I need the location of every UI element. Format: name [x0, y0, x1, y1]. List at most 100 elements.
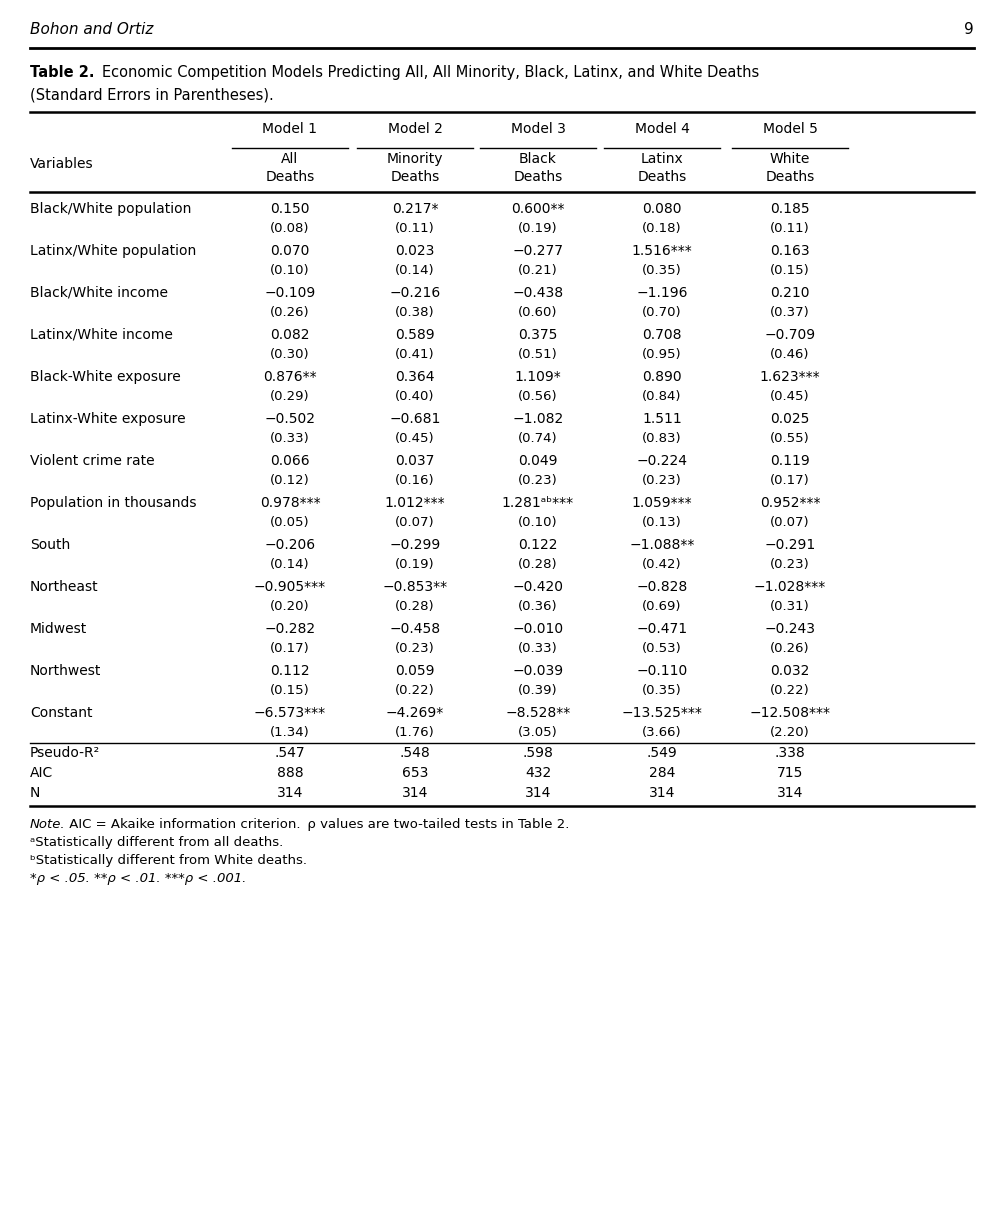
Text: −1.196: −1.196 [636, 286, 687, 300]
Text: N: N [30, 786, 40, 801]
Text: 1.281ᵃᵇ***: 1.281ᵃᵇ*** [502, 496, 574, 509]
Text: −0.216: −0.216 [389, 286, 440, 300]
Text: 0.037: 0.037 [395, 454, 434, 468]
Text: (0.55): (0.55) [769, 432, 809, 445]
Text: Midwest: Midwest [30, 622, 87, 636]
Text: ᵇStatistically different from White deaths.: ᵇStatistically different from White deat… [30, 854, 307, 867]
Text: −0.010: −0.010 [512, 622, 563, 636]
Text: −0.282: −0.282 [264, 622, 315, 636]
Text: (0.69): (0.69) [642, 600, 681, 613]
Text: −0.681: −0.681 [389, 412, 440, 426]
Text: (0.21): (0.21) [518, 264, 558, 277]
Text: (0.13): (0.13) [642, 516, 681, 529]
Text: Black-White exposure: Black-White exposure [30, 370, 181, 385]
Text: (0.38): (0.38) [395, 306, 434, 319]
Text: Model 3: Model 3 [511, 123, 565, 136]
Text: −12.508***: −12.508*** [749, 706, 829, 721]
Text: Black/White income: Black/White income [30, 286, 168, 300]
Text: (0.40): (0.40) [395, 391, 434, 403]
Text: (0.20): (0.20) [270, 600, 310, 613]
Text: 1.109*: 1.109* [515, 370, 561, 385]
Text: 0.364: 0.364 [395, 370, 434, 385]
Text: −0.709: −0.709 [763, 328, 814, 342]
Text: 314: 314 [648, 786, 674, 801]
Text: −8.528**: −8.528** [505, 706, 570, 721]
Text: 0.070: 0.070 [270, 244, 309, 258]
Text: −0.502: −0.502 [264, 412, 315, 426]
Text: (1.34): (1.34) [270, 727, 310, 739]
Text: −0.110: −0.110 [636, 664, 687, 678]
Text: (0.11): (0.11) [395, 222, 434, 235]
Text: −0.243: −0.243 [763, 622, 814, 636]
Text: −0.438: −0.438 [512, 286, 563, 300]
Text: 0.025: 0.025 [769, 412, 808, 426]
Text: (0.28): (0.28) [518, 558, 558, 571]
Text: Pseudo-R²: Pseudo-R² [30, 746, 100, 761]
Text: −13.525***: −13.525*** [621, 706, 702, 721]
Text: −0.277: −0.277 [512, 244, 563, 258]
Text: Latinx/White population: Latinx/White population [30, 244, 196, 258]
Text: Black/White population: Black/White population [30, 203, 192, 216]
Text: ᵃStatistically different from all deaths.: ᵃStatistically different from all deaths… [30, 836, 283, 849]
Text: Model 1: Model 1 [262, 123, 317, 136]
Text: 0.600**: 0.600** [511, 203, 564, 216]
Text: Deaths: Deaths [764, 170, 813, 184]
Text: Model 5: Model 5 [762, 123, 816, 136]
Text: (0.10): (0.10) [270, 264, 310, 277]
Text: (3.66): (3.66) [642, 727, 681, 739]
Text: −0.458: −0.458 [389, 622, 440, 636]
Text: 0.210: 0.210 [769, 286, 809, 300]
Text: 0.876**: 0.876** [263, 370, 317, 385]
Text: (0.33): (0.33) [518, 642, 558, 655]
Text: 0.952***: 0.952*** [759, 496, 819, 509]
Text: 1.012***: 1.012*** [384, 496, 445, 509]
Text: −0.109: −0.109 [264, 286, 315, 300]
Text: −0.206: −0.206 [264, 539, 315, 552]
Text: 1.623***: 1.623*** [759, 370, 819, 385]
Text: Constant: Constant [30, 706, 92, 721]
Text: (0.70): (0.70) [642, 306, 681, 319]
Text: (Standard Errors in Parentheses).: (Standard Errors in Parentheses). [30, 87, 274, 102]
Text: −1.088**: −1.088** [629, 539, 694, 552]
Text: −6.573***: −6.573*** [254, 706, 326, 721]
Text: (0.45): (0.45) [769, 391, 809, 403]
Text: (0.74): (0.74) [518, 432, 558, 445]
Text: (0.23): (0.23) [395, 642, 434, 655]
Text: .547: .547 [275, 746, 305, 761]
Text: Northwest: Northwest [30, 664, 101, 678]
Text: (0.17): (0.17) [270, 642, 310, 655]
Text: (0.14): (0.14) [270, 558, 310, 571]
Text: 0.978***: 0.978*** [260, 496, 320, 509]
Text: (0.35): (0.35) [642, 684, 681, 697]
Text: 0.890: 0.890 [642, 370, 681, 385]
Text: (0.05): (0.05) [270, 516, 310, 529]
Text: (0.46): (0.46) [769, 348, 809, 361]
Text: (0.10): (0.10) [518, 516, 558, 529]
Text: 432: 432 [525, 765, 551, 780]
Text: (0.28): (0.28) [395, 600, 434, 613]
Text: .549: .549 [646, 746, 677, 761]
Text: 653: 653 [401, 765, 427, 780]
Text: Deaths: Deaths [265, 170, 314, 184]
Text: 1.516***: 1.516*** [631, 244, 692, 258]
Text: (0.53): (0.53) [642, 642, 681, 655]
Text: 0.049: 0.049 [518, 454, 558, 468]
Text: .598: .598 [522, 746, 553, 761]
Text: (0.16): (0.16) [395, 474, 434, 486]
Text: (0.36): (0.36) [518, 600, 558, 613]
Text: 1.059***: 1.059*** [631, 496, 692, 509]
Text: −0.853**: −0.853** [382, 580, 447, 594]
Text: −4.269*: −4.269* [385, 706, 443, 721]
Text: −0.828: −0.828 [636, 580, 687, 594]
Text: (0.23): (0.23) [769, 558, 809, 571]
Text: Model 2: Model 2 [387, 123, 442, 136]
Text: (0.19): (0.19) [395, 558, 434, 571]
Text: (0.22): (0.22) [395, 684, 434, 697]
Text: .548: .548 [399, 746, 430, 761]
Text: 0.708: 0.708 [642, 328, 681, 342]
Text: (0.17): (0.17) [769, 474, 809, 486]
Text: −0.299: −0.299 [389, 539, 440, 552]
Text: (0.95): (0.95) [642, 348, 681, 361]
Text: 0.589: 0.589 [395, 328, 434, 342]
Text: 314: 314 [401, 786, 427, 801]
